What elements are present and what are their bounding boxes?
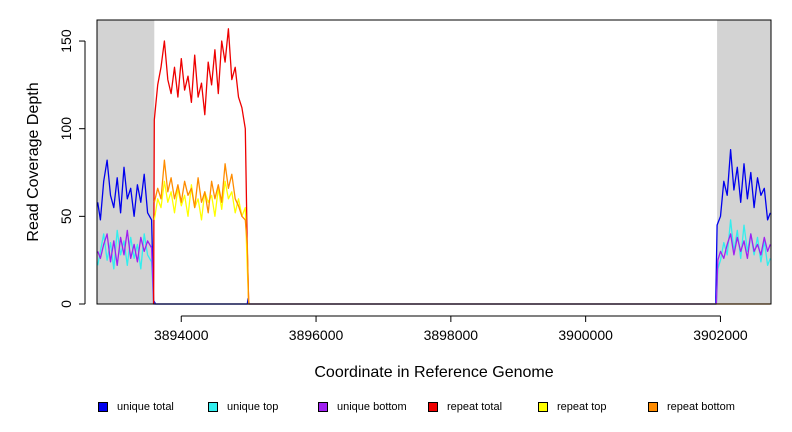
series-line-repeat-top	[153, 180, 250, 305]
legend-label-repeat-top: repeat top	[557, 401, 607, 413]
legend-item-repeat-top: repeat top	[538, 401, 607, 413]
legend-swatch-repeat-bottom	[648, 402, 658, 412]
series-lines	[97, 28, 771, 305]
legend-label-unique-top: unique top	[227, 401, 279, 413]
legend-label-unique-bottom: unique bottom	[337, 401, 407, 413]
legend-swatch-unique-bottom	[318, 402, 328, 412]
x-tick-label-0: 3894000	[154, 327, 209, 343]
x-axis-title: Coordinate in Reference Genome	[314, 364, 553, 381]
shaded-regions	[97, 20, 771, 304]
y-tick-label-2: 100	[58, 117, 74, 141]
x-tick-label-3: 3900000	[558, 327, 613, 343]
legend: unique total unique top unique bottom re…	[0, 401, 792, 417]
x-tick-label-1: 3896000	[289, 327, 344, 343]
legend-label-repeat-total: repeat total	[447, 401, 503, 413]
series-line-unique-top	[97, 219, 771, 305]
legend-item-unique-total: unique total	[98, 401, 174, 413]
legend-swatch-repeat-top	[538, 402, 548, 412]
y-tick-label-0: 0	[58, 300, 74, 308]
shaded-region-0	[97, 20, 155, 304]
y-axis-title: Read Coverage Depth	[25, 82, 42, 241]
y-tick-label-3: 150	[58, 29, 74, 53]
y-tick-label-1: 50	[58, 208, 74, 224]
series-line-unique-bottom	[97, 229, 771, 305]
x-tick-label-4: 3902000	[693, 327, 748, 343]
series-line-repeat-bottom	[153, 159, 771, 305]
x-axis: 3894000 3896000 3898000 3900000 3902000	[154, 315, 748, 343]
legend-label-unique-total: unique total	[117, 401, 174, 413]
legend-item-unique-bottom: unique bottom	[318, 401, 407, 413]
legend-swatch-unique-top	[208, 402, 218, 412]
legend-swatch-repeat-total	[428, 402, 438, 412]
series-line-unique-total	[97, 149, 771, 305]
series-line-repeat-total	[152, 28, 250, 305]
legend-item-repeat-total: repeat total	[428, 401, 502, 413]
shaded-region-1	[717, 20, 771, 304]
y-axis: 0 50 100 150	[58, 29, 86, 308]
x-tick-label-2: 3898000	[424, 327, 479, 343]
legend-item-unique-top: unique top	[208, 401, 278, 413]
legend-label-repeat-bottom: repeat bottom	[667, 401, 735, 413]
plot-frame	[96, 19, 772, 305]
legend-item-repeat-bottom: repeat bottom	[648, 401, 735, 413]
legend-swatch-unique-total	[98, 402, 108, 412]
